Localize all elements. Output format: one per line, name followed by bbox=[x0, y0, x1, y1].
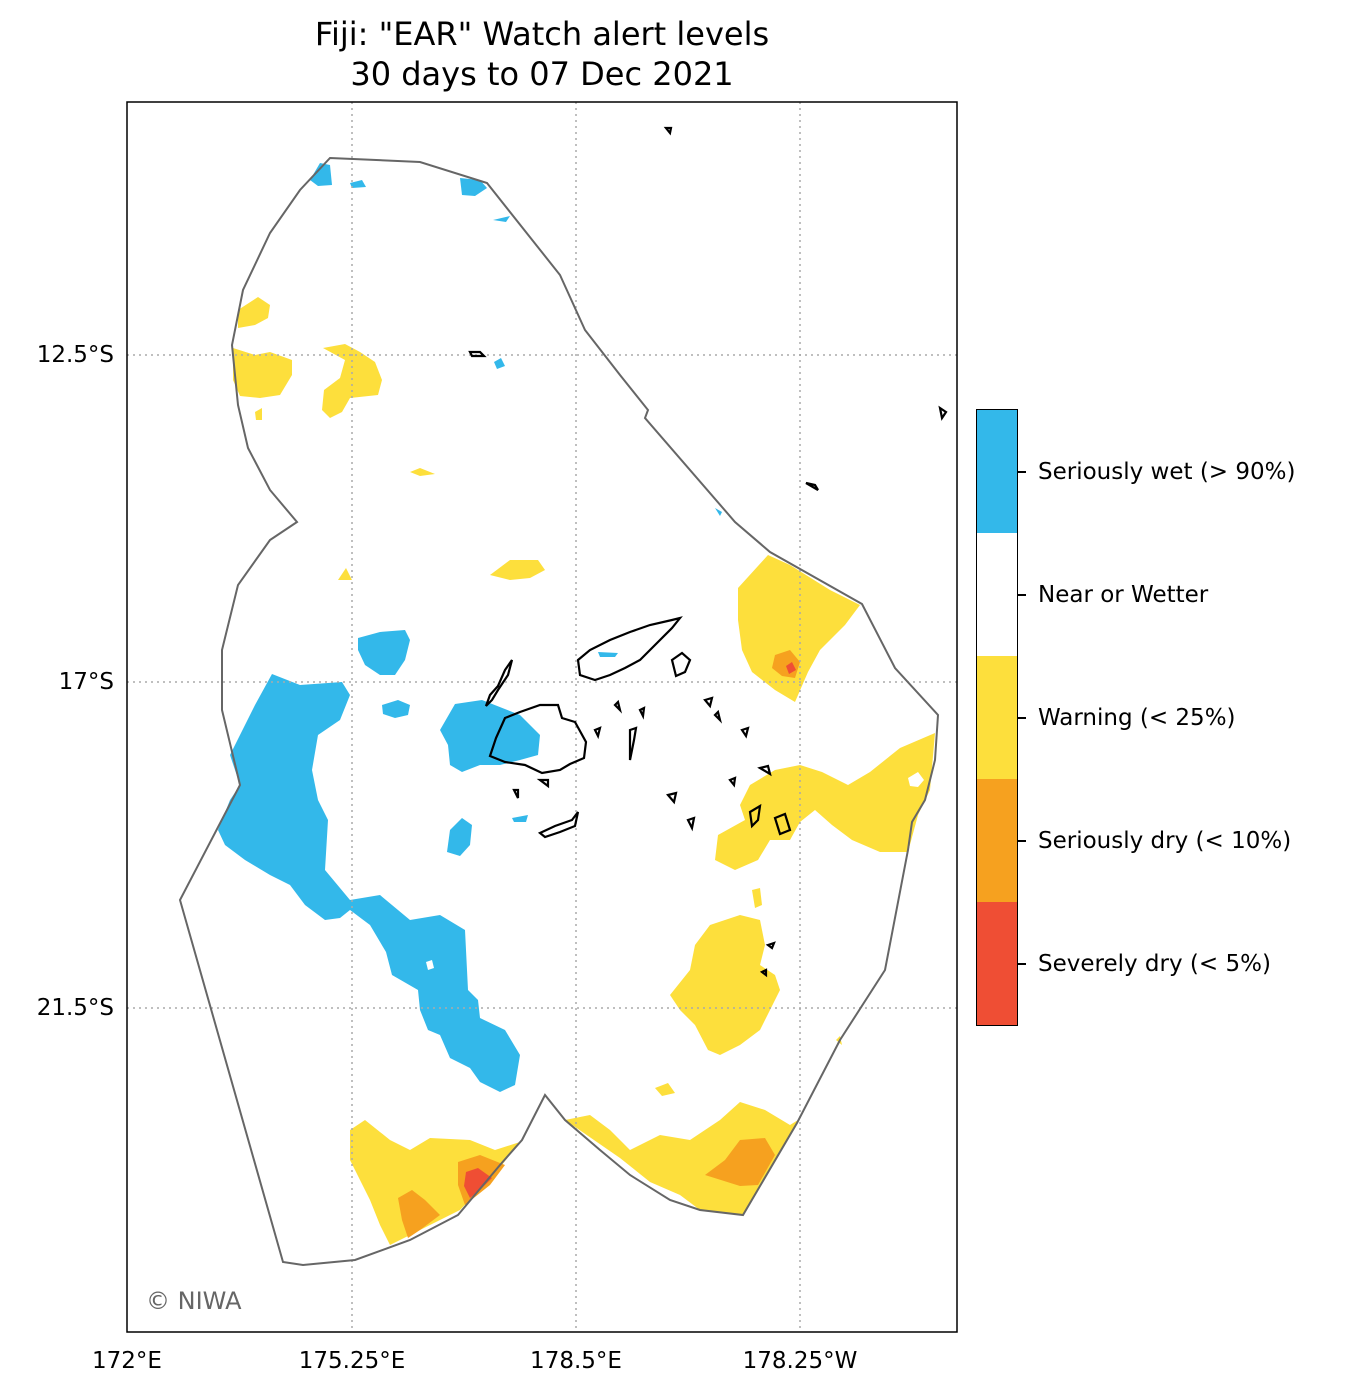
warning-region-small-5 bbox=[752, 888, 762, 908]
islet-14 bbox=[759, 968, 768, 978]
warning-region-south-left bbox=[350, 1120, 520, 1245]
lon-label-172E: 172°E bbox=[92, 1348, 162, 1374]
legend-label-severely-dry: Severely dry (< 5%) bbox=[1038, 951, 1271, 977]
warning-region-nw-3 bbox=[238, 297, 270, 328]
wet-region-small-4 bbox=[715, 508, 722, 516]
legend-tick bbox=[1018, 471, 1026, 473]
near-normal-hole-2 bbox=[426, 960, 434, 970]
map-subtitle: 30 days to 07 Dec 2021 bbox=[350, 55, 734, 93]
islet-4 bbox=[666, 791, 678, 805]
severely-dry-regions bbox=[464, 662, 796, 1198]
legend-swatch-severely-dry bbox=[977, 902, 1017, 1025]
legend-label-seriously-wet: Seriously wet (> 90%) bbox=[1038, 459, 1296, 485]
islet-2 bbox=[938, 405, 948, 421]
taveuni-coastline bbox=[670, 651, 692, 678]
vanua-levu-coastline bbox=[576, 616, 683, 682]
legend-tick bbox=[1018, 717, 1026, 719]
seriously-dry-region-south-left bbox=[398, 1190, 440, 1238]
wet-region-small-1 bbox=[382, 700, 410, 718]
yasawa-coastline bbox=[484, 659, 514, 707]
legend-label-near-or-wetter: Near or Wetter bbox=[1038, 582, 1209, 608]
rotuma-coastline bbox=[663, 126, 673, 136]
islet-3 bbox=[805, 481, 819, 491]
wet-region-north bbox=[358, 630, 410, 675]
wet-region-nw-4 bbox=[493, 216, 510, 222]
legend-swatch-warning bbox=[977, 656, 1017, 779]
lon-label-175.25E: 175.25°E bbox=[298, 1348, 406, 1374]
islet-17 bbox=[728, 776, 737, 788]
gridlines bbox=[127, 102, 957, 1332]
islet-5 bbox=[686, 816, 696, 832]
seriously-dry-region-south-right bbox=[705, 1138, 775, 1186]
islet-7 bbox=[773, 812, 792, 836]
islet-20 bbox=[713, 709, 723, 724]
warning-region-south-center bbox=[670, 915, 780, 1055]
legend-tick bbox=[1018, 594, 1026, 596]
islet-13 bbox=[765, 941, 776, 950]
lon-label-178.25W: 178.25°W bbox=[742, 1348, 858, 1374]
map-title: Fiji: "EAR" Watch alert levels bbox=[314, 15, 770, 53]
legend-swatch-seriously-wet bbox=[977, 410, 1017, 533]
near-normal-hole bbox=[908, 772, 924, 787]
wet-region-west bbox=[218, 674, 520, 1092]
seriously-dry-regions bbox=[398, 650, 800, 1238]
warning-region-south-right bbox=[565, 1102, 798, 1215]
islet-8 bbox=[536, 778, 550, 789]
warning-region-nw-2 bbox=[322, 344, 382, 418]
wet-region-nw-5 bbox=[494, 358, 505, 369]
viti-levu-coastline bbox=[488, 703, 588, 775]
islet-15 bbox=[757, 764, 772, 777]
coastlines bbox=[468, 126, 948, 978]
severely-dry-region-south bbox=[464, 1168, 492, 1198]
legend-swatch-seriously-dry bbox=[977, 779, 1017, 902]
wet-region-nw-2 bbox=[460, 178, 487, 196]
plot-frame bbox=[126, 101, 958, 1333]
warning-region-east bbox=[738, 555, 860, 702]
wet-region-nw-1 bbox=[310, 163, 332, 186]
warning-region-nw-1 bbox=[233, 348, 292, 398]
legend-label-warning: Warning (< 25%) bbox=[1038, 705, 1236, 731]
islet-11 bbox=[628, 726, 638, 761]
islet-6 bbox=[748, 803, 762, 829]
islet-12 bbox=[740, 726, 750, 739]
lon-label-178.5E: 178.5°E bbox=[530, 1348, 622, 1374]
wet-region-small-2 bbox=[447, 818, 472, 856]
wet-region-small-3 bbox=[512, 815, 528, 822]
legend-colorbar bbox=[976, 409, 1018, 1026]
legend-label-seriously-dry: Seriously dry (< 10%) bbox=[1038, 828, 1292, 854]
legend-tick bbox=[1018, 840, 1026, 842]
islet-16 bbox=[703, 696, 714, 709]
legend-swatch-near-or-wetter bbox=[977, 533, 1017, 656]
islet-1 bbox=[468, 350, 487, 358]
lat-label-12.5S: 12.5°S bbox=[36, 342, 114, 368]
warning-region-north bbox=[490, 560, 545, 580]
warning-region-small-3 bbox=[255, 408, 262, 420]
seriously-wet-regions bbox=[218, 163, 722, 1092]
eez-boundary bbox=[178, 156, 940, 1267]
wet-region-east-fiji bbox=[440, 700, 540, 772]
islet-19 bbox=[638, 706, 646, 720]
wet-region-small-5 bbox=[598, 652, 618, 657]
lat-label-21.5S: 21.5°S bbox=[36, 995, 114, 1021]
islet-10 bbox=[593, 726, 602, 740]
islet-18 bbox=[613, 699, 623, 714]
lat-label-17S: 17°S bbox=[58, 669, 114, 695]
wet-region-nw-3 bbox=[350, 180, 366, 188]
kadavu-coastline bbox=[537, 811, 580, 839]
warning-regions bbox=[233, 297, 935, 1245]
niwa-credit: © NIWA bbox=[146, 1287, 242, 1315]
warning-region-southeast-1 bbox=[715, 733, 935, 870]
warning-region-small-4 bbox=[655, 1083, 675, 1096]
islet-9 bbox=[512, 788, 520, 799]
warning-region-small-1 bbox=[338, 568, 352, 580]
legend-tick bbox=[1018, 963, 1026, 965]
severely-dry-region-east bbox=[786, 662, 796, 674]
warning-region-small-2 bbox=[410, 468, 435, 476]
